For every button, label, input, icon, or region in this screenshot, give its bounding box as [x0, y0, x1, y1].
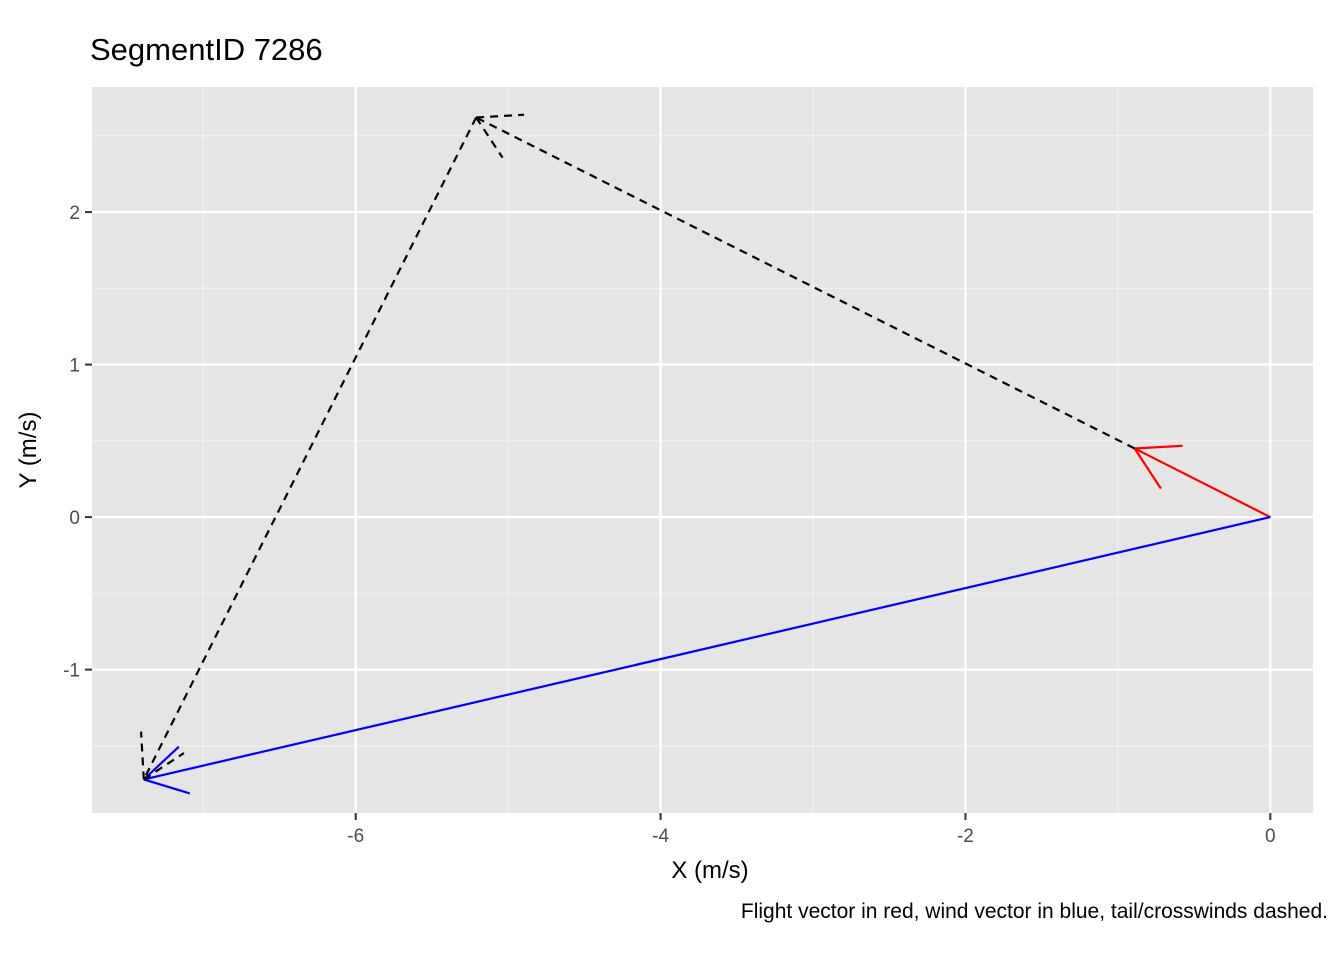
vector-series — [139, 113, 1271, 795]
chart-caption: Flight vector in red, wind vector in blu… — [741, 900, 1328, 923]
x-tick-label: -2 — [957, 826, 974, 847]
x-tick-label: -6 — [347, 826, 364, 847]
x-tick-labels: -6 -4 -2 0 — [347, 826, 1275, 847]
y-axis-title: Y (m/s) — [15, 412, 42, 489]
vector-3 — [475, 113, 1136, 450]
y-tick-label: -1 — [63, 661, 80, 682]
y-tick-label: 0 — [69, 508, 80, 529]
chart-title: SegmentID 7286 — [90, 32, 323, 67]
major-gridlines — [92, 87, 1313, 813]
arrowhead-line — [475, 116, 504, 159]
minor-gridlines — [92, 87, 1313, 813]
vector-4 — [139, 117, 478, 781]
y-tick-label: 1 — [69, 356, 80, 377]
x-tick-label: -4 — [652, 826, 669, 847]
vector-2 — [143, 516, 1271, 795]
arrowhead-line — [1134, 444, 1183, 450]
arrowhead-line — [139, 731, 145, 780]
arrowhead-line — [143, 745, 180, 781]
vector-line — [142, 117, 478, 780]
axis-ticks — [85, 211, 1272, 820]
plot-panel — [92, 87, 1313, 813]
vector-line — [1134, 447, 1271, 519]
vector-line — [475, 116, 1136, 450]
arrowhead-line — [476, 113, 525, 119]
x-tick-label: 0 — [1265, 826, 1276, 847]
y-tick-label: 2 — [69, 203, 80, 224]
arrowhead-line — [143, 778, 191, 795]
x-axis-title: X (m/s) — [671, 857, 748, 884]
vector-line — [143, 516, 1271, 781]
arrowhead-line — [143, 752, 185, 781]
y-tick-labels: -1 0 1 2 — [63, 203, 80, 682]
vector-1 — [1133, 444, 1271, 519]
arrowhead-line — [1133, 447, 1162, 490]
